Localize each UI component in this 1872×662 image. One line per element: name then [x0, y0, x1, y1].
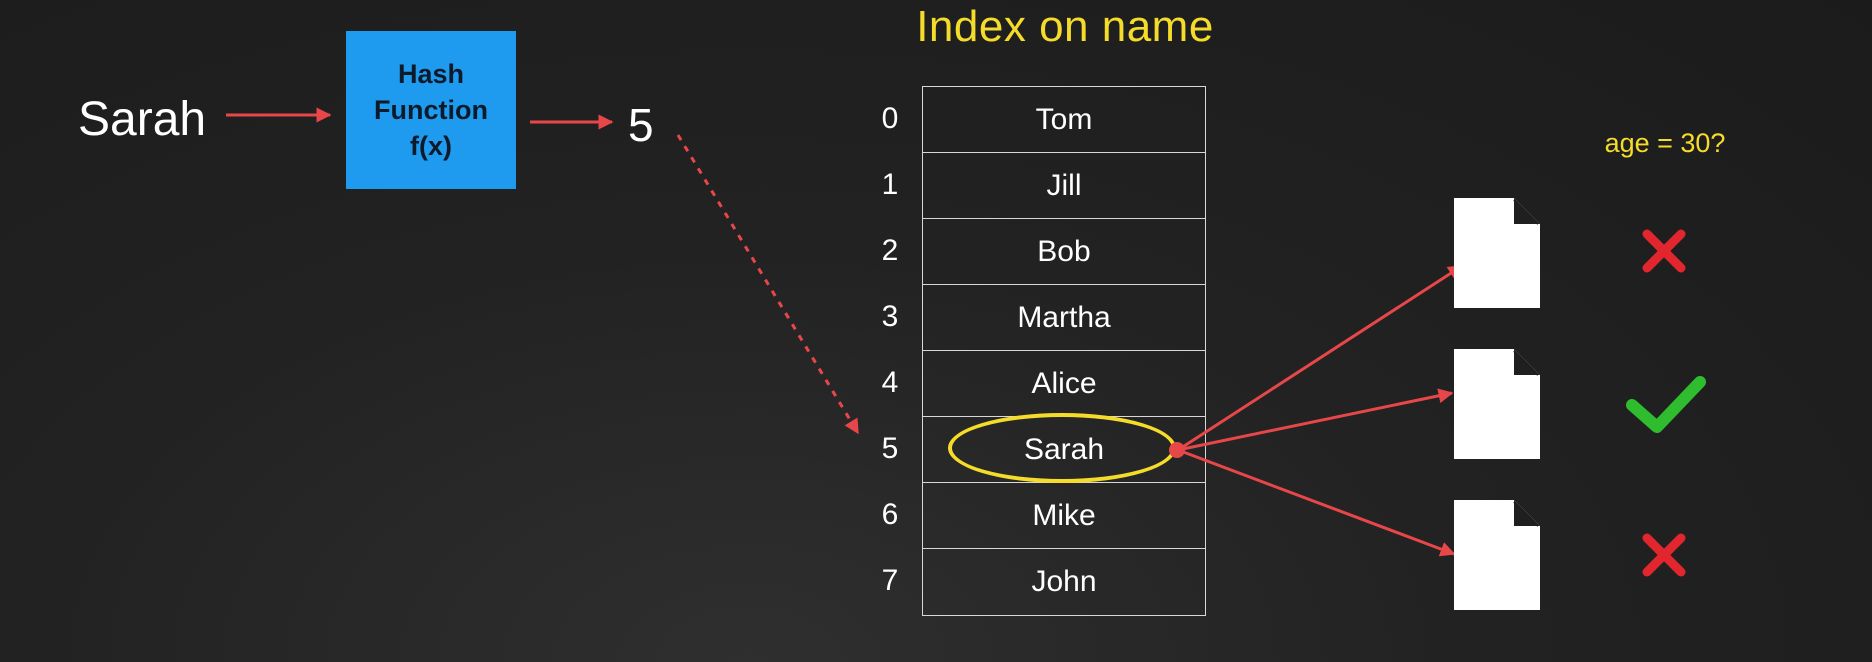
diagram-title: Index on name [916, 2, 1214, 51]
pointer-arrow-doc-3 [1177, 448, 1456, 557]
pointer-arrow-doc-2 [1177, 388, 1454, 452]
highlight-ring [948, 413, 1176, 483]
cross-icon [1642, 229, 1686, 273]
hash-box-line1: Hash [397, 59, 465, 89]
cross-icon [1642, 533, 1686, 577]
hash-box-line3: f(x) [410, 131, 452, 161]
hash-output: 5 [628, 99, 654, 151]
hash-function-box: Hash Function f(x) [346, 31, 516, 189]
row-index: 4 [881, 366, 899, 399]
table-row-name: Jill [923, 153, 1205, 219]
row-index: 3 [881, 300, 899, 333]
table-row-name: Mike [923, 483, 1205, 549]
row-index: 0 [881, 102, 899, 135]
table-row-name: Tom [923, 87, 1205, 153]
row-index: 2 [881, 234, 899, 267]
table-row-name: Martha [923, 285, 1205, 351]
query-label: age = 30? [1604, 128, 1726, 158]
table-row-name: John [1031, 565, 1097, 598]
document-icon [1454, 500, 1540, 610]
check-icon [1626, 376, 1706, 433]
table-row-name: Bob [923, 219, 1205, 285]
row-index: 7 [881, 564, 899, 597]
input-key: Sarah [78, 93, 207, 146]
pointer-arrow-doc-1 [1177, 264, 1464, 452]
row-index: 6 [881, 498, 899, 531]
table-row-name: Alice [923, 351, 1205, 417]
row-index: 1 [881, 168, 899, 201]
row-index: 5 [881, 432, 899, 465]
hash-box-line2: Function [374, 95, 488, 125]
dashed-arrow-to-bucket [676, 134, 860, 435]
document-icon [1454, 349, 1540, 459]
document-icon [1454, 198, 1540, 308]
index-column: 0 1 2 3 4 5 6 7 [870, 86, 910, 614]
index-table: Tom Jill Bob Martha Alice Sarah Mike Joh… [922, 86, 1206, 616]
